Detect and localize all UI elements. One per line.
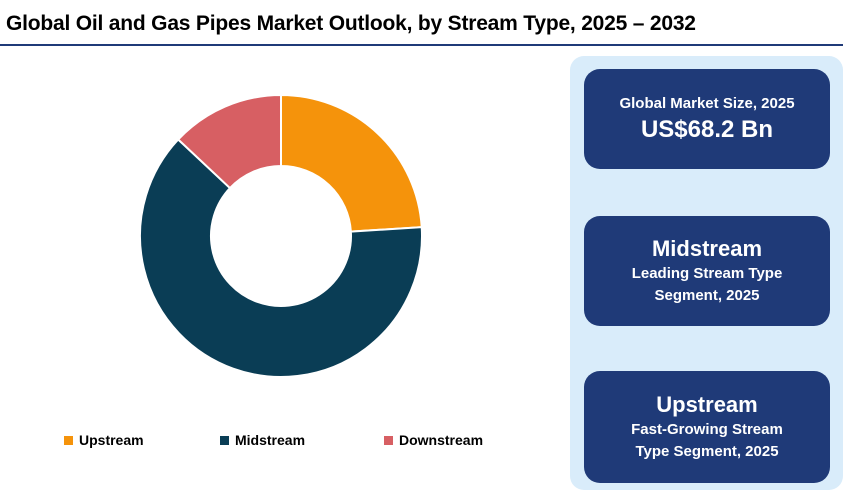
market-size-value: US$68.2 Bn [640, 116, 774, 143]
leading-segment-line1: Leading Stream Type [631, 265, 783, 282]
slice-upstream [280, 93, 423, 233]
fast-growing-card: Upstream Fast-Growing Stream Type Segmen… [584, 371, 830, 483]
chart-legend: Upstream Midstream Downstream [0, 432, 560, 452]
legend-swatch-midstream [220, 435, 229, 445]
fast-growing-line2: Type Segment, 2025 [635, 443, 779, 460]
donut-chart [139, 93, 423, 378]
title-divider [0, 44, 843, 46]
slice-midstream [139, 138, 423, 378]
leading-segment-name: Midstream [651, 236, 763, 261]
legend-item-midstream: Midstream [220, 432, 305, 448]
leading-segment-card: Midstream Leading Stream Type Segment, 2… [584, 216, 830, 326]
leading-segment-line2: Segment, 2025 [654, 287, 760, 304]
fast-growing-name: Upstream [656, 392, 758, 417]
chart-title: Global Oil and Gas Pipes Market Outlook,… [6, 12, 696, 35]
fast-growing-line1: Fast-Growing Stream [631, 421, 783, 438]
market-size-card: Global Market Size, 2025 US$68.2 Bn [584, 69, 830, 169]
legend-swatch-upstream [64, 435, 73, 445]
legend-label-upstream: Upstream [79, 432, 144, 448]
legend-swatch-downstream [384, 435, 393, 445]
market-size-label: Global Market Size, 2025 [619, 95, 795, 112]
legend-label-midstream: Midstream [235, 432, 306, 448]
legend-label-downstream: Downstream [399, 432, 484, 448]
legend-item-downstream: Downstream [384, 432, 483, 448]
slice-downstream [176, 93, 282, 190]
legend-item-upstream: Upstream [64, 432, 144, 448]
